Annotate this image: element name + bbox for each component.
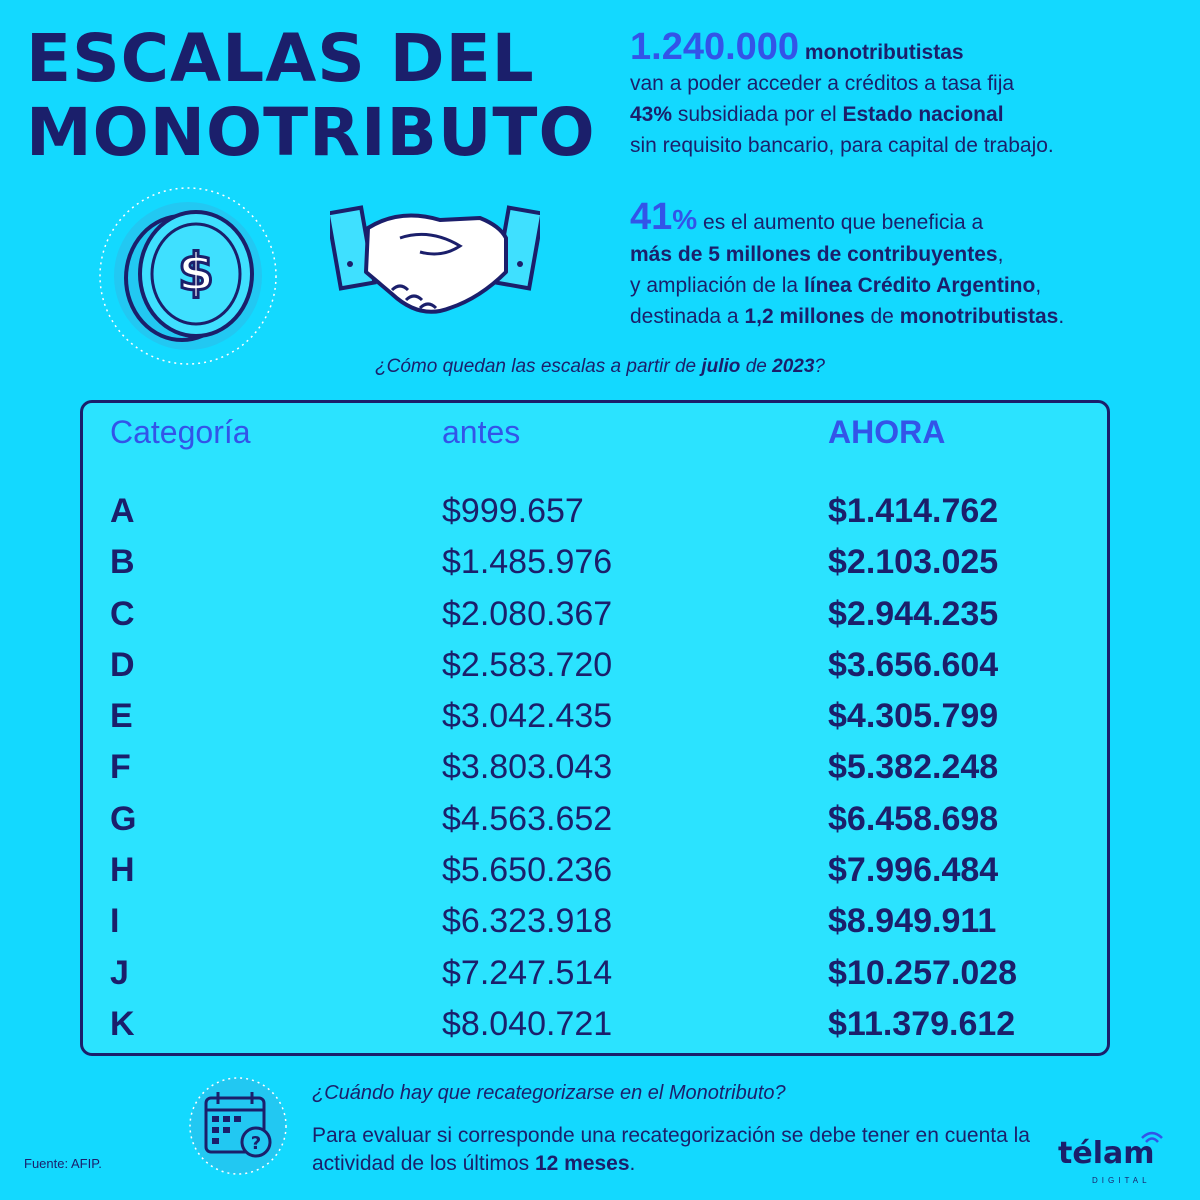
table-row: C $2.080.367 $2.944.235 — [0, 589, 1200, 640]
telam-logo-sub: DIGITAL — [1092, 1176, 1151, 1185]
row-category: K — [110, 1004, 135, 1043]
table-row: I $6.323.918 $8.949.911 — [0, 896, 1200, 947]
row-antes: $8.040.721 — [442, 1004, 613, 1043]
row-category: C — [110, 594, 135, 633]
title-line-1: ESCALAS DEL — [26, 20, 535, 97]
row-category: G — [110, 799, 137, 838]
handshake-icon — [330, 205, 540, 314]
table-row: B $1.485.976 $2.103.025 — [0, 537, 1200, 588]
table-row: K $8.040.721 $11.379.612 — [0, 999, 1200, 1050]
info-increase: 41% es el aumento que beneficia a más de… — [630, 196, 1065, 328]
table-row: F $3.803.043 $5.382.248 — [0, 742, 1200, 793]
row-ahora: $5.382.248 — [828, 748, 999, 787]
table-row: D $2.583.720 $3.656.604 — [0, 640, 1200, 691]
row-ahora: $6.458.698 — [828, 799, 999, 838]
page-title: ESCALAS DEL MONOTRIBUTO — [26, 22, 596, 170]
row-category: I — [110, 902, 120, 941]
svg-text:$: $ — [178, 243, 214, 303]
source-note: Fuente: AFIP. — [24, 1156, 102, 1171]
row-antes: $6.323.918 — [442, 902, 613, 941]
row-ahora: $7.996.484 — [828, 851, 999, 890]
row-antes: $5.650.236 — [442, 851, 613, 890]
row-ahora: $8.949.911 — [828, 902, 997, 941]
row-ahora: $10.257.028 — [828, 953, 1018, 992]
table-row: J $7.247.514 $10.257.028 — [0, 948, 1200, 999]
svg-text:?: ? — [251, 1133, 261, 1154]
row-category: D — [110, 645, 135, 684]
calendar-question-icon: ? — [189, 1077, 287, 1175]
row-category: A — [110, 492, 135, 530]
row-category: J — [110, 953, 129, 992]
coin-dollar-icon: $ — [99, 187, 277, 365]
row-antes: $999.657 — [442, 492, 584, 530]
scales-table — [80, 400, 1110, 1056]
row-ahora: $11.379.612 — [828, 1004, 1016, 1043]
row-category: H — [110, 851, 135, 890]
row-category: B — [110, 543, 135, 582]
row-antes: $2.080.367 — [442, 594, 613, 633]
row-antes: $7.247.514 — [442, 953, 613, 992]
info-credits: 1.240.000 monotributistas van a poder ac… — [630, 26, 1054, 157]
row-antes: $3.042.435 — [442, 697, 613, 736]
title-line-2: MONOTRIBUTO — [26, 94, 596, 171]
row-ahora: $1.414.762 — [828, 492, 999, 530]
recategorization-question: ¿Cuándo hay que recategorizarse en el Mo… — [312, 1082, 786, 1104]
table-row: G $4.563.652 $6.458.698 — [0, 794, 1200, 845]
header-antes: antes — [442, 414, 521, 450]
scales-question: ¿Cómo quedan las escalas a partir de jul… — [375, 356, 825, 377]
row-ahora: $4.305.799 — [828, 697, 999, 736]
table-row: E $3.042.435 $4.305.799 — [0, 691, 1200, 742]
telam-logo: télam — [1058, 1136, 1155, 1171]
signal-icon — [1141, 1131, 1163, 1143]
table-row: A $999.657 $1.414.762 — [0, 486, 1200, 537]
row-antes: $2.583.720 — [442, 645, 613, 684]
row-ahora: $3.656.604 — [828, 645, 999, 684]
header-ahora: AHORA — [828, 414, 946, 450]
table-row: H $5.650.236 $7.996.484 — [0, 845, 1200, 896]
recategorization-answer: Para evaluar si corresponde una recatego… — [312, 1124, 1030, 1175]
header-categoria: Categoría — [110, 414, 251, 450]
row-antes: $3.803.043 — [442, 748, 613, 787]
row-antes: $4.563.652 — [442, 799, 613, 838]
row-category: E — [110, 697, 133, 736]
row-category: F — [110, 748, 131, 787]
row-ahora: $2.944.235 — [828, 594, 999, 633]
table-body: A $999.657 $1.414.762 B $1.485.976 $2.103.02… — [0, 486, 1200, 1050]
increase-percent: 41 — [630, 196, 673, 238]
row-antes: $1.485.976 — [442, 543, 613, 582]
credits-number: 1.240.000 — [630, 26, 800, 68]
row-ahora: $2.103.025 — [828, 543, 999, 582]
